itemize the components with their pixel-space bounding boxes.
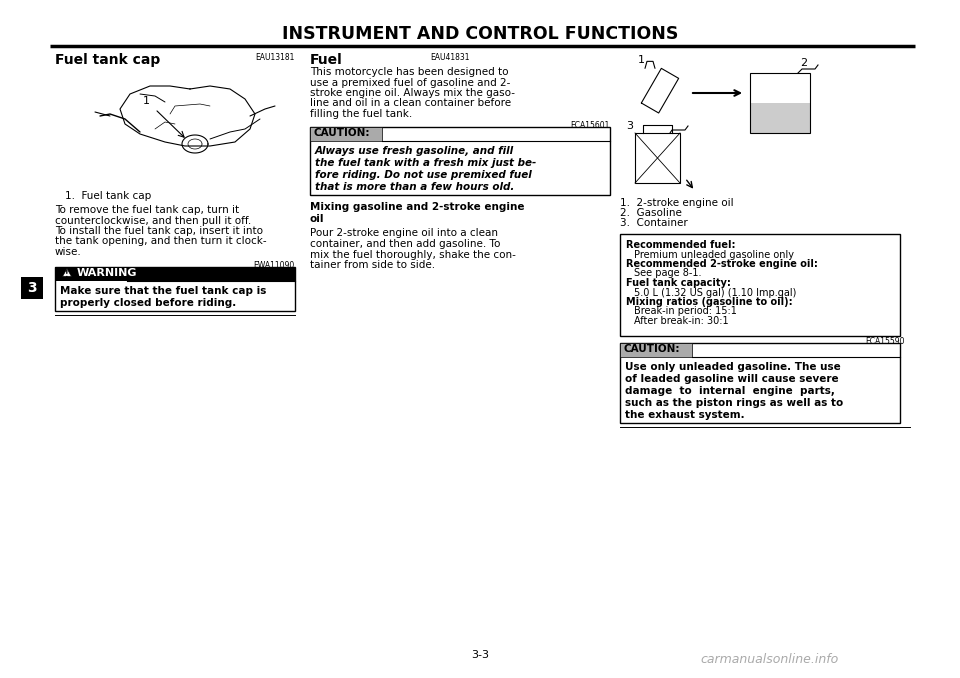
Bar [620, 342, 900, 422]
Text: stroke engine oil. Always mix the gaso-: stroke engine oil. Always mix the gaso- [310, 88, 515, 98]
Text: oil: oil [310, 214, 324, 224]
Text: 3: 3 [626, 121, 633, 131]
Polygon shape [62, 268, 71, 277]
Text: the exhaust system.: the exhaust system. [625, 410, 745, 420]
Bar [750, 73, 810, 133]
Text: the tank opening, and then turn it clock-: the tank opening, and then turn it clock… [55, 237, 267, 247]
Text: Always use fresh gasoline, and fill: Always use fresh gasoline, and fill [315, 146, 515, 155]
Text: INSTRUMENT AND CONTROL FUNCTIONS: INSTRUMENT AND CONTROL FUNCTIONS [282, 25, 678, 43]
Text: properly closed before riding.: properly closed before riding. [60, 298, 236, 308]
Text: use a premixed fuel of gasoline and 2-: use a premixed fuel of gasoline and 2- [310, 77, 511, 87]
Text: 3: 3 [27, 281, 36, 295]
Text: counterclockwise, and then pull it off.: counterclockwise, and then pull it off. [55, 216, 252, 226]
Bar [310, 127, 610, 195]
Text: 1.  2-stroke engine oil: 1. 2-stroke engine oil [620, 198, 733, 208]
Text: CAUTION:: CAUTION: [314, 129, 371, 138]
Text: EWA11090: EWA11090 [253, 260, 295, 269]
Text: such as the piston rings as well as to: such as the piston rings as well as to [625, 397, 843, 407]
Text: Premium unleaded gasoline only: Premium unleaded gasoline only [634, 250, 794, 260]
Text: line and oil in a clean container before: line and oil in a clean container before [310, 98, 511, 108]
Text: Recommended 2-stroke engine oil:: Recommended 2-stroke engine oil: [626, 259, 818, 269]
Text: EAU41831: EAU41831 [430, 53, 469, 62]
Text: Pour 2-stroke engine oil into a clean: Pour 2-stroke engine oil into a clean [310, 228, 498, 239]
Bar [620, 234, 900, 336]
Text: damage  to  internal  engine  parts,: damage to internal engine parts, [625, 386, 835, 395]
Text: container, and then add gasoline. To: container, and then add gasoline. To [310, 239, 500, 249]
Text: Mixing gasoline and 2-stroke engine: Mixing gasoline and 2-stroke engine [310, 203, 524, 212]
Text: Mixing ratios (gasoline to oil):: Mixing ratios (gasoline to oil): [626, 297, 793, 307]
Text: !: ! [65, 270, 69, 279]
Text: Fuel tank capacity:: Fuel tank capacity: [626, 278, 731, 288]
Text: ECA15601: ECA15601 [570, 121, 610, 130]
Text: ECA15590: ECA15590 [866, 338, 905, 346]
Text: filling the fuel tank.: filling the fuel tank. [310, 109, 412, 119]
Text: mix the fuel thoroughly, shake the con-: mix the fuel thoroughly, shake the con- [310, 250, 516, 260]
Bar [55, 266, 295, 311]
Bar [635, 133, 680, 183]
Text: WARNING: WARNING [77, 268, 137, 279]
Text: See page 8-1.: See page 8-1. [634, 268, 702, 279]
Text: After break-in: 30:1: After break-in: 30:1 [634, 316, 729, 326]
Text: Fuel: Fuel [310, 53, 343, 67]
Text: 5.0 L (1.32 US gal) (1.10 Imp.gal): 5.0 L (1.32 US gal) (1.10 Imp.gal) [634, 287, 797, 298]
Bar [620, 342, 692, 357]
Text: that is more than a few hours old.: that is more than a few hours old. [315, 182, 515, 191]
Text: 3-3: 3-3 [471, 650, 489, 660]
Text: wise.: wise. [55, 247, 82, 257]
Bar [21, 277, 43, 299]
Text: 1: 1 [638, 55, 645, 65]
Text: CAUTION:: CAUTION: [624, 344, 681, 355]
Text: 3.  Container: 3. Container [620, 218, 687, 228]
Text: This motorcycle has been designed to: This motorcycle has been designed to [310, 67, 509, 77]
Text: 2.  Gasoline: 2. Gasoline [620, 208, 682, 218]
Text: 2: 2 [800, 58, 807, 68]
Text: Break-in period: 15:1: Break-in period: 15:1 [634, 306, 737, 317]
Bar [310, 127, 382, 140]
Text: tainer from side to side.: tainer from side to side. [310, 260, 435, 270]
Text: Recommended fuel:: Recommended fuel: [626, 240, 735, 250]
Text: Make sure that the fuel tank cap is: Make sure that the fuel tank cap is [60, 285, 266, 296]
Text: 1.  Fuel tank cap: 1. Fuel tank cap [65, 191, 152, 201]
Text: the fuel tank with a fresh mix just be-: the fuel tank with a fresh mix just be- [315, 157, 537, 167]
Bar [55, 266, 295, 281]
Text: of leaded gasoline will cause severe: of leaded gasoline will cause severe [625, 374, 839, 384]
Text: Use only unleaded gasoline. The use: Use only unleaded gasoline. The use [625, 361, 841, 372]
Text: EAU13181: EAU13181 [255, 53, 295, 62]
Text: carmanualsonline.info: carmanualsonline.info [700, 653, 838, 666]
Text: 1: 1 [143, 96, 150, 106]
Text: fore riding. Do not use premixed fuel: fore riding. Do not use premixed fuel [315, 170, 532, 180]
Text: Fuel tank cap: Fuel tank cap [55, 53, 160, 67]
Text: To install the fuel tank cap, insert it into: To install the fuel tank cap, insert it … [55, 226, 263, 236]
Text: To remove the fuel tank cap, turn it: To remove the fuel tank cap, turn it [55, 205, 239, 215]
Bar [750, 103, 810, 133]
